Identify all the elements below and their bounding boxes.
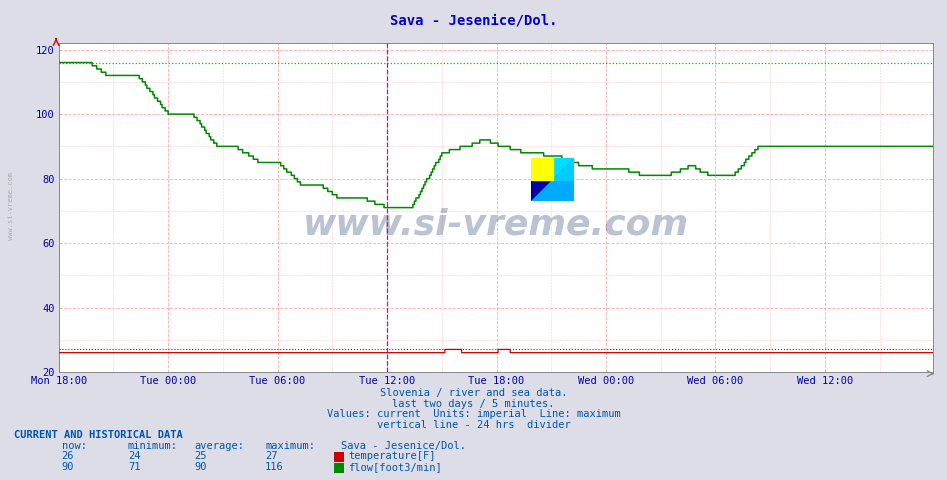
- Text: www.si-vreme.com: www.si-vreme.com: [303, 207, 688, 241]
- Polygon shape: [552, 158, 575, 180]
- Polygon shape: [530, 158, 575, 201]
- Text: vertical line - 24 hrs  divider: vertical line - 24 hrs divider: [377, 420, 570, 430]
- Text: 27: 27: [265, 451, 277, 461]
- Text: maximum:: maximum:: [265, 441, 315, 451]
- Text: minimum:: minimum:: [128, 441, 178, 451]
- Text: Sava - Jesenice/Dol.: Sava - Jesenice/Dol.: [341, 441, 466, 451]
- Bar: [552, 158, 575, 180]
- Text: 90: 90: [194, 462, 206, 472]
- Text: 71: 71: [128, 462, 140, 472]
- Bar: [530, 180, 575, 201]
- Text: 116: 116: [265, 462, 284, 472]
- Text: flow[foot3/min]: flow[foot3/min]: [348, 462, 442, 472]
- Text: temperature[F]: temperature[F]: [348, 451, 436, 461]
- Text: 26: 26: [62, 451, 74, 461]
- Text: CURRENT AND HISTORICAL DATA: CURRENT AND HISTORICAL DATA: [14, 430, 183, 440]
- Bar: [530, 158, 552, 180]
- Text: last two days / 5 minutes.: last two days / 5 minutes.: [392, 398, 555, 408]
- Text: 25: 25: [194, 451, 206, 461]
- Text: now:: now:: [62, 441, 86, 451]
- Text: 24: 24: [128, 451, 140, 461]
- Text: www.si-vreme.com: www.si-vreme.com: [8, 172, 13, 240]
- Text: Sava - Jesenice/Dol.: Sava - Jesenice/Dol.: [390, 13, 557, 27]
- Text: Slovenia / river and sea data.: Slovenia / river and sea data.: [380, 388, 567, 398]
- Text: average:: average:: [194, 441, 244, 451]
- Text: 90: 90: [62, 462, 74, 472]
- Bar: [530, 158, 552, 180]
- Text: Values: current  Units: imperial  Line: maximum: Values: current Units: imperial Line: ma…: [327, 409, 620, 419]
